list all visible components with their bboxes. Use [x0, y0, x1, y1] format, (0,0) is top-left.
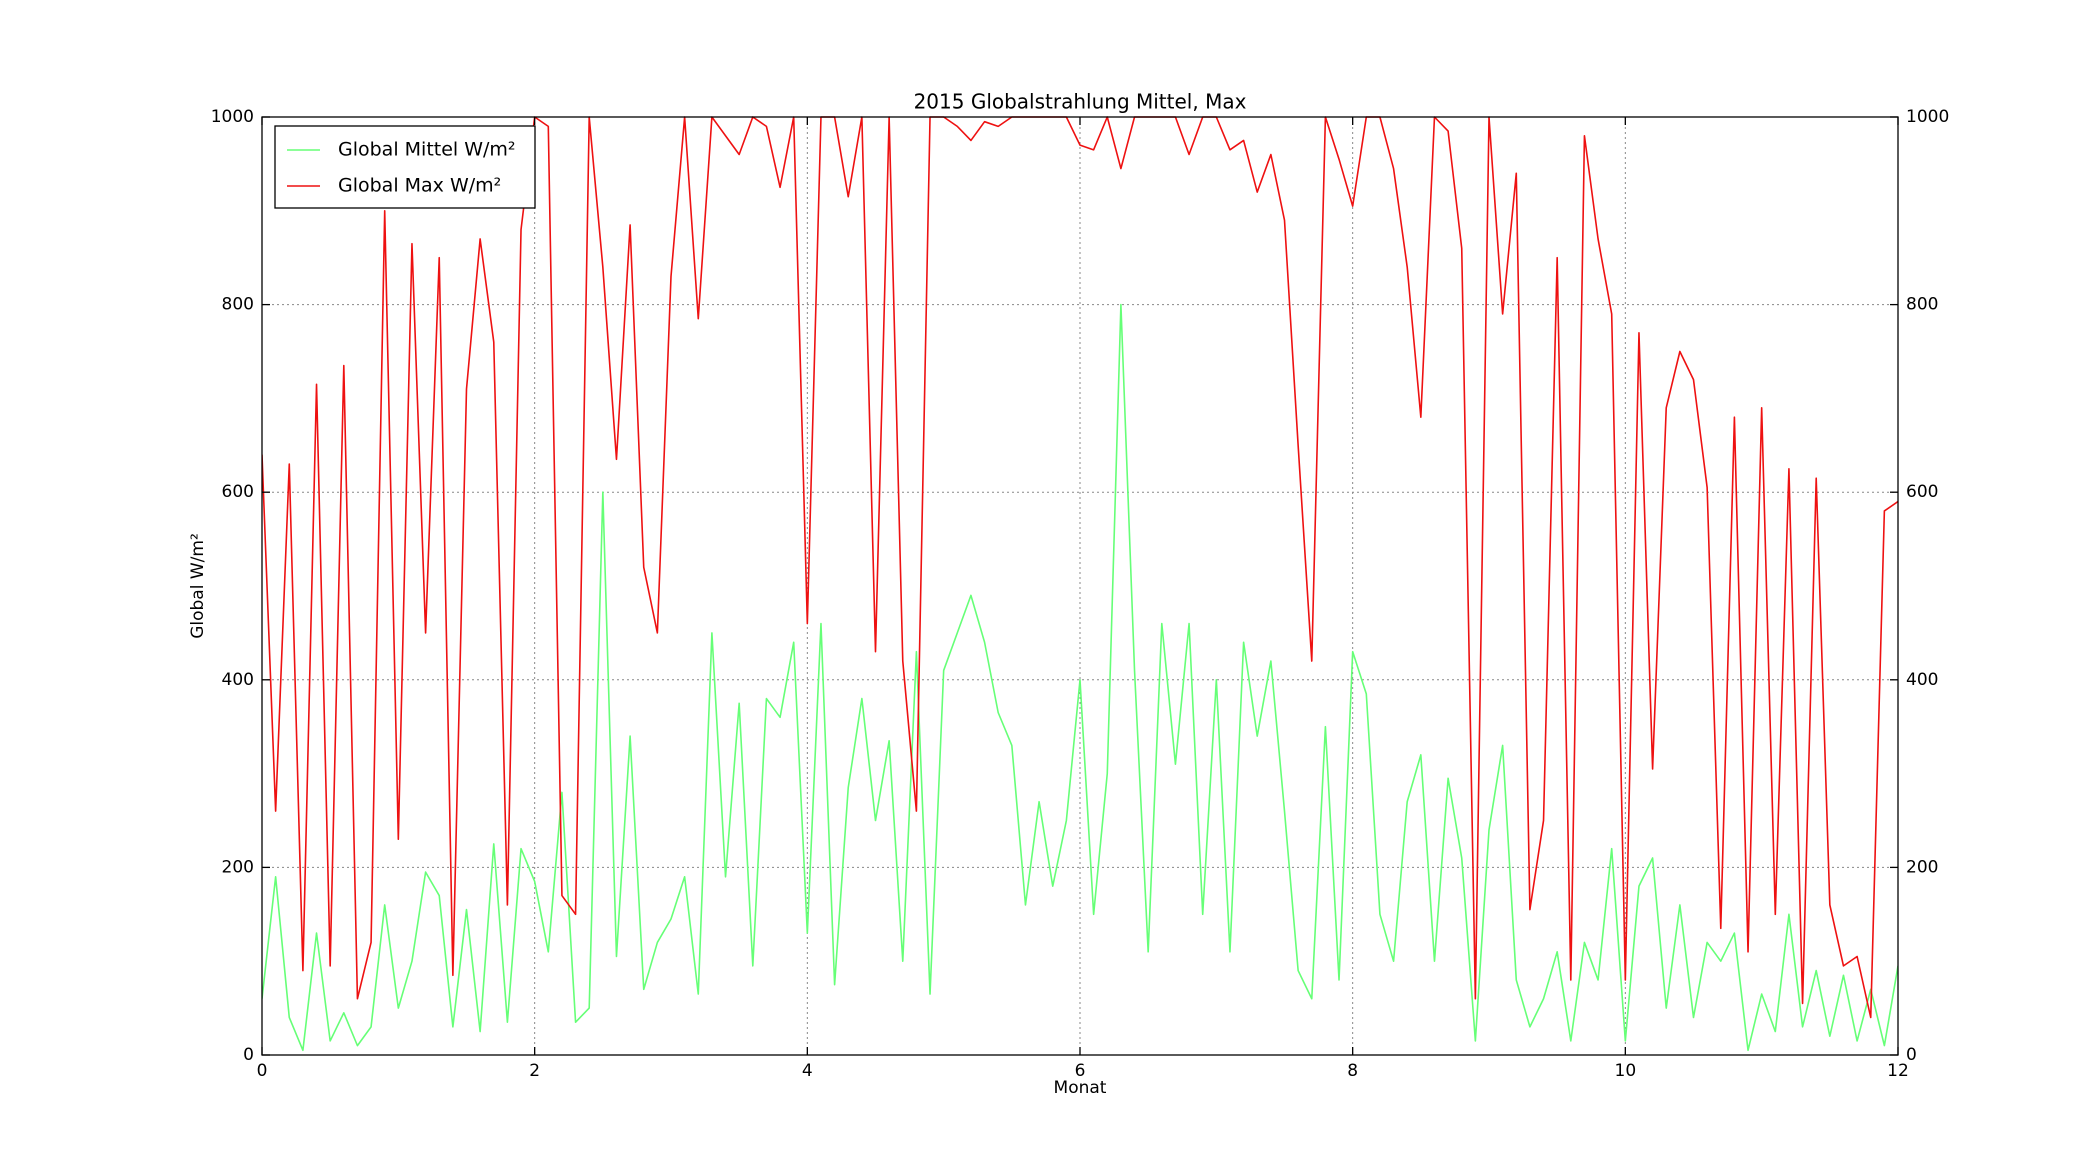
y-tick-label: 0 — [243, 1045, 254, 1065]
x-tick-label: 12 — [1887, 1061, 1909, 1081]
y2-tick-label: 200 — [1906, 857, 1938, 877]
x-tick-label: 0 — [257, 1061, 268, 1081]
y-tick-label: 1000 — [211, 107, 254, 127]
x-tick-label: 8 — [1347, 1061, 1358, 1081]
x-tick-label: 10 — [1615, 1061, 1637, 1081]
legend-label: Global Max W/m² — [338, 175, 501, 197]
tick-layer: 0 2 4 6 8 10 120200400600800100002004006008001… — [211, 107, 1950, 1081]
legend-label: Global Mittel W/m² — [338, 139, 516, 161]
legend: Global Mittel W/m² Global Max W/m² — [274, 125, 536, 209]
x-tick-label: 2 — [529, 1061, 540, 1081]
chart-title: 2015 Globalstrahlung Mittel, Max — [914, 90, 1247, 114]
y2-tick-label: 600 — [1906, 482, 1938, 502]
y-tick-label: 200 — [222, 857, 254, 877]
y-tick-label: 800 — [222, 295, 254, 315]
y-tick-label: 600 — [222, 482, 254, 502]
y2-tick-label: 1000 — [1906, 107, 1949, 127]
x-tick-label: 4 — [802, 1061, 813, 1081]
grid-layer — [261, 116, 1899, 1056]
y2-tick-label: 400 — [1906, 670, 1938, 690]
x-tick-label: 6 — [1075, 1061, 1086, 1081]
legend-box — [274, 125, 536, 209]
y2-tick-label: 800 — [1906, 295, 1938, 315]
y2-tick-label: 0 — [1906, 1045, 1917, 1065]
x-axis-label: Monat — [1054, 1078, 1107, 1098]
y-tick-label: 400 — [222, 670, 254, 690]
y-axis-label: Global W/m² — [188, 533, 208, 639]
series-line — [262, 303, 1898, 1052]
